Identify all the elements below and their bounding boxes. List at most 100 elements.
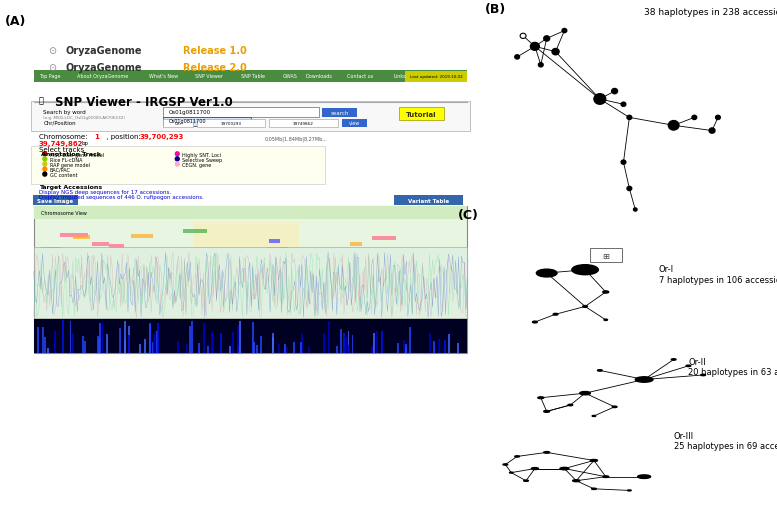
Text: Last updated: 2019.10.02: Last updated: 2019.10.02 bbox=[409, 75, 462, 79]
Text: SNP Viewer - IRGSP Ver1.0: SNP Viewer - IRGSP Ver1.0 bbox=[55, 96, 233, 109]
Text: Tutorial: Tutorial bbox=[406, 112, 437, 118]
Circle shape bbox=[43, 158, 47, 162]
Text: 1: 1 bbox=[94, 134, 99, 140]
FancyBboxPatch shape bbox=[102, 323, 103, 353]
FancyBboxPatch shape bbox=[44, 338, 46, 354]
Circle shape bbox=[43, 168, 47, 172]
Circle shape bbox=[592, 416, 596, 417]
FancyBboxPatch shape bbox=[270, 120, 338, 127]
Circle shape bbox=[531, 43, 539, 51]
FancyBboxPatch shape bbox=[191, 321, 193, 354]
Text: , position:: , position: bbox=[103, 134, 143, 140]
FancyBboxPatch shape bbox=[345, 338, 347, 354]
Text: Highly SNT. Loci: Highly SNT. Loci bbox=[182, 153, 221, 158]
Circle shape bbox=[524, 480, 528, 481]
FancyBboxPatch shape bbox=[409, 327, 411, 354]
Circle shape bbox=[536, 270, 557, 277]
Text: Or-I
7 haplotypes in 106 accessions: Or-I 7 haplotypes in 106 accessions bbox=[659, 265, 777, 284]
FancyBboxPatch shape bbox=[373, 333, 375, 354]
FancyBboxPatch shape bbox=[444, 340, 446, 353]
FancyBboxPatch shape bbox=[70, 321, 71, 354]
FancyBboxPatch shape bbox=[322, 109, 357, 118]
Circle shape bbox=[716, 116, 720, 120]
FancyBboxPatch shape bbox=[124, 321, 126, 354]
FancyBboxPatch shape bbox=[193, 222, 298, 354]
Circle shape bbox=[544, 411, 549, 413]
Text: SNP Table: SNP Table bbox=[241, 74, 265, 79]
FancyBboxPatch shape bbox=[405, 72, 467, 83]
Text: Or-II
20 haplotypes in 63 accessions: Or-II 20 haplotypes in 63 accessions bbox=[688, 357, 777, 376]
Text: Top Page: Top Page bbox=[39, 74, 60, 79]
FancyBboxPatch shape bbox=[72, 333, 74, 354]
FancyBboxPatch shape bbox=[239, 321, 241, 354]
Text: Target Accessions: Target Accessions bbox=[39, 184, 102, 189]
Text: Os01g0811700: Os01g0811700 bbox=[169, 119, 206, 124]
FancyBboxPatch shape bbox=[33, 207, 467, 354]
Circle shape bbox=[580, 392, 591, 395]
FancyBboxPatch shape bbox=[92, 242, 109, 246]
Circle shape bbox=[686, 366, 691, 367]
FancyBboxPatch shape bbox=[372, 236, 395, 240]
FancyBboxPatch shape bbox=[203, 323, 204, 353]
FancyBboxPatch shape bbox=[253, 342, 255, 354]
FancyBboxPatch shape bbox=[84, 342, 85, 354]
FancyBboxPatch shape bbox=[328, 321, 329, 354]
FancyBboxPatch shape bbox=[237, 346, 239, 353]
Circle shape bbox=[594, 94, 606, 105]
Circle shape bbox=[538, 64, 543, 68]
FancyBboxPatch shape bbox=[82, 336, 84, 354]
Text: 39700293: 39700293 bbox=[221, 122, 242, 126]
Text: MSU Dael gene model: MSU Dael gene model bbox=[50, 153, 104, 158]
FancyBboxPatch shape bbox=[272, 337, 274, 354]
FancyBboxPatch shape bbox=[33, 196, 78, 206]
FancyBboxPatch shape bbox=[197, 343, 200, 354]
FancyBboxPatch shape bbox=[256, 345, 258, 353]
Circle shape bbox=[515, 56, 520, 60]
FancyBboxPatch shape bbox=[33, 71, 467, 83]
Circle shape bbox=[562, 29, 566, 34]
FancyBboxPatch shape bbox=[403, 340, 405, 353]
Text: 39,749,862: 39,749,862 bbox=[39, 140, 83, 146]
Text: bp: bp bbox=[82, 140, 89, 145]
FancyBboxPatch shape bbox=[347, 331, 350, 354]
Circle shape bbox=[709, 129, 715, 134]
FancyBboxPatch shape bbox=[109, 245, 124, 249]
FancyBboxPatch shape bbox=[149, 324, 152, 353]
Text: CEGN. gene: CEGN. gene bbox=[182, 163, 211, 168]
FancyBboxPatch shape bbox=[322, 333, 325, 354]
Text: (e.g. MSI1,LOC_Os01g01000,AK706132): (e.g. MSI1,LOC_Os01g01000,AK706132) bbox=[44, 116, 125, 120]
Text: (B): (B) bbox=[485, 3, 506, 16]
Text: BAC/PAC: BAC/PAC bbox=[50, 168, 71, 173]
Text: OryzaGenome: OryzaGenome bbox=[65, 45, 141, 56]
Circle shape bbox=[176, 158, 179, 162]
Text: Save Image: Save Image bbox=[37, 198, 74, 204]
FancyBboxPatch shape bbox=[220, 333, 222, 354]
FancyBboxPatch shape bbox=[157, 323, 159, 353]
Text: Display NGS deep sequences for 17 accessions.: Display NGS deep sequences for 17 access… bbox=[39, 189, 171, 194]
Text: Links: Links bbox=[393, 74, 406, 79]
FancyBboxPatch shape bbox=[54, 331, 56, 354]
FancyBboxPatch shape bbox=[294, 343, 295, 354]
Text: RAP gene model: RAP gene model bbox=[50, 163, 89, 168]
FancyBboxPatch shape bbox=[128, 336, 131, 354]
Text: Rice FL-cDNA: Rice FL-cDNA bbox=[50, 158, 82, 163]
Text: Release 2.0: Release 2.0 bbox=[183, 63, 247, 73]
FancyBboxPatch shape bbox=[308, 347, 310, 354]
Circle shape bbox=[621, 103, 625, 107]
Circle shape bbox=[176, 153, 179, 157]
Text: view: view bbox=[348, 121, 360, 126]
Text: Downloads: Downloads bbox=[305, 74, 333, 79]
FancyBboxPatch shape bbox=[371, 346, 373, 353]
FancyBboxPatch shape bbox=[397, 343, 399, 354]
FancyBboxPatch shape bbox=[434, 341, 435, 353]
FancyBboxPatch shape bbox=[153, 334, 155, 353]
Text: ⊙: ⊙ bbox=[48, 63, 56, 73]
FancyBboxPatch shape bbox=[269, 239, 280, 243]
FancyBboxPatch shape bbox=[145, 339, 146, 353]
Circle shape bbox=[43, 153, 47, 157]
Circle shape bbox=[611, 89, 618, 94]
FancyBboxPatch shape bbox=[74, 236, 90, 240]
Circle shape bbox=[621, 161, 625, 165]
FancyBboxPatch shape bbox=[300, 342, 302, 354]
Circle shape bbox=[553, 314, 558, 316]
